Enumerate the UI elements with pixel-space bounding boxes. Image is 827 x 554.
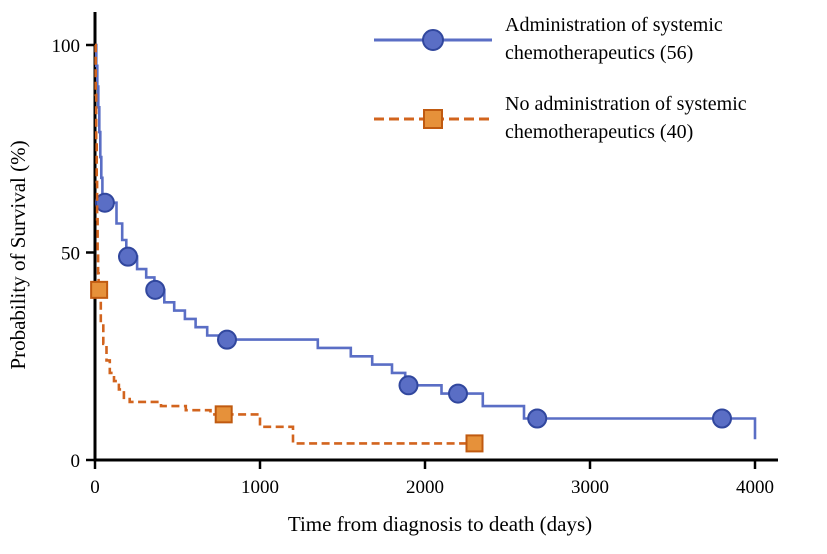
censor-marker-circle [448,383,468,404]
legend-sample-solid-circle [374,28,492,51]
legend-label-chemo: Administration of systemic chemotherapeu… [505,14,723,64]
censor-marker-circle [712,408,732,429]
x-tick-label: 0 [90,477,100,498]
censor-marker-square [465,434,484,453]
censor-marker-circle [118,246,138,267]
legend-label-no-chemo: No administration of systemic chemothera… [505,93,747,143]
legend-square-marker-icon [423,108,443,129]
x-tick-label: 4000 [736,477,774,498]
series-line-1 [94,43,483,445]
x-axis-label: Time from diagnosis to death (days) [288,512,592,536]
legend-entry-chemo: Administration of systemic chemotherapeu… [374,12,817,67]
censor-marker-square [214,405,233,424]
x-tick-label: 1000 [241,477,279,498]
censor-marker-circle [398,375,419,396]
censor-marker-circle [527,408,548,429]
y-tick-label: 0 [71,451,81,472]
y-tick-label: 100 [52,36,81,57]
legend: Administration of systemic chemotherapeu… [374,12,817,146]
legend-sample-dashed-square [374,108,492,129]
x-tick-label: 3000 [571,477,609,498]
censor-marker-circle [145,279,166,300]
censor-marker-circle [217,329,237,350]
censor-marker-circle [94,192,115,213]
y-tick-label: 50 [61,244,80,265]
series-line-0 [95,43,757,440]
y-axis-label: Probability of Survival (%) [6,140,30,369]
x-tick-label: 2000 [406,477,444,498]
censor-marker-square [90,280,109,299]
legend-circle-marker-icon [422,28,444,51]
legend-entry-no-chemo: No administration of systemic chemothera… [374,91,817,146]
